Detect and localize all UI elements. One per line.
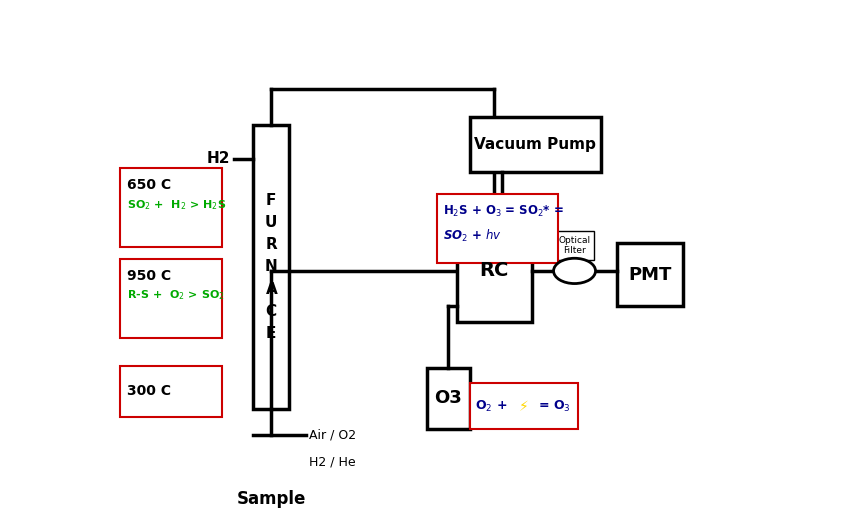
Text: 650 C: 650 C <box>127 178 171 192</box>
Text: Optical
Filter: Optical Filter <box>558 236 591 255</box>
Text: H$_2$S + O$_3$ = SO$_2$* =: H$_2$S + O$_3$ = SO$_2$* = <box>443 204 564 219</box>
Text: RC: RC <box>480 262 509 281</box>
Text: O$_2$ +: O$_2$ + <box>475 399 508 414</box>
Bar <box>470 384 578 429</box>
Bar <box>470 117 601 172</box>
Text: Air / O2: Air / O2 <box>309 428 356 441</box>
Bar <box>120 366 222 417</box>
Circle shape <box>553 258 596 284</box>
Text: O3: O3 <box>435 389 462 407</box>
Text: R-S +  O$_2$ > SO$_2$: R-S + O$_2$ > SO$_2$ <box>127 289 224 303</box>
Text: SO$_2$ +  H$_2$ > H$_2$S: SO$_2$ + H$_2$ > H$_2$S <box>127 198 226 212</box>
Text: ⚡: ⚡ <box>519 400 529 415</box>
Text: = O$_3$: = O$_3$ <box>534 399 571 414</box>
Text: 300 C: 300 C <box>127 384 171 399</box>
Bar <box>457 220 532 322</box>
Bar <box>427 368 470 429</box>
Text: Sample: Sample <box>237 490 306 508</box>
Bar <box>120 259 222 338</box>
Text: 950 C: 950 C <box>127 269 171 283</box>
Bar <box>555 231 594 260</box>
Text: PMT: PMT <box>629 266 672 284</box>
Bar <box>253 125 289 409</box>
Bar <box>618 243 683 306</box>
Text: H2 / He: H2 / He <box>309 456 355 469</box>
Text: F
U
R
N
A
C
E: F U R N A C E <box>265 193 277 341</box>
Text: H2: H2 <box>206 151 230 166</box>
Text: SO$_2$ + $hv$: SO$_2$ + $hv$ <box>443 227 503 244</box>
Text: Vacuum Pump: Vacuum Pump <box>475 137 596 152</box>
Bar <box>437 194 558 263</box>
Bar <box>120 168 222 247</box>
